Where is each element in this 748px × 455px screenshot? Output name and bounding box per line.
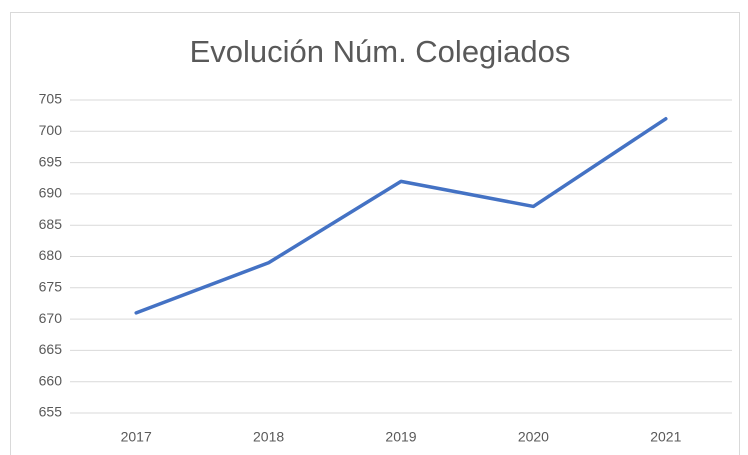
y-tick-label: 705 [39, 91, 63, 107]
chart-frame [10, 12, 740, 455]
y-tick-label: 665 [39, 341, 63, 357]
x-tick-label: 2019 [385, 429, 416, 445]
y-tick-label: 690 [39, 185, 63, 201]
y-tick-label: 655 [39, 404, 63, 420]
chart-title: Evolución Núm. Colegiados [190, 34, 571, 69]
x-tick-label: 2017 [121, 429, 152, 445]
y-tick-label: 680 [39, 247, 63, 263]
x-tick-label: 2020 [518, 429, 549, 445]
y-tick-label: 695 [39, 153, 63, 169]
x-tick-label: 2021 [650, 429, 681, 445]
y-tick-label: 700 [39, 122, 63, 138]
y-tick-label: 675 [39, 279, 63, 295]
x-tick-label: 2018 [253, 429, 284, 445]
y-tick-label: 685 [39, 216, 63, 232]
y-tick-label: 670 [39, 310, 63, 326]
y-tick-label: 660 [39, 372, 63, 388]
data-line [134, 117, 668, 315]
